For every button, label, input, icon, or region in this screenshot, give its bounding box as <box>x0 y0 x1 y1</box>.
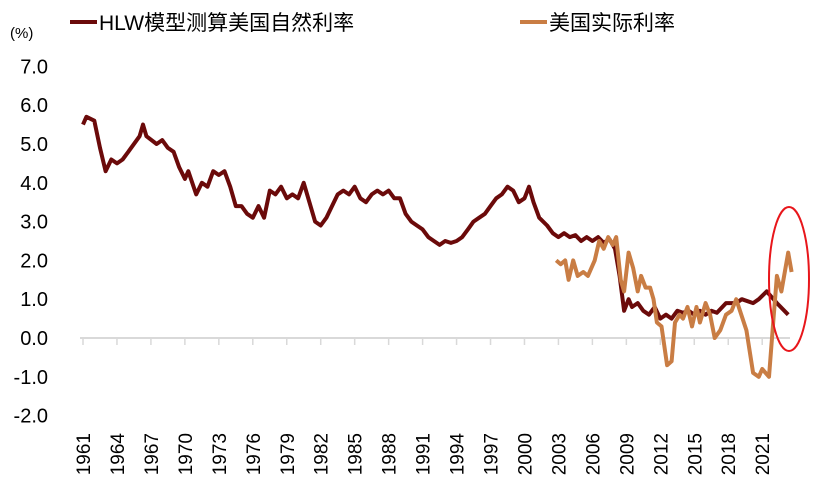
x-tick-label: 1964 <box>108 433 129 476</box>
y-tick-label: -2.0 <box>14 406 48 428</box>
x-tick-label: 1976 <box>244 433 265 475</box>
y-tick-label: -1.0 <box>14 367 48 389</box>
y-tick-label: 3.0 <box>20 212 48 234</box>
x-tick-label: 2012 <box>651 433 672 475</box>
x-tick-label: 2015 <box>685 433 706 475</box>
legend-label: HLW模型测算美国自然利率 <box>99 12 354 35</box>
y-tick-label: 5.0 <box>20 134 48 156</box>
y-tick-label: 0.0 <box>20 328 48 350</box>
legend-label: 美国实际利率 <box>549 12 675 35</box>
plot-area <box>81 114 794 379</box>
x-tick-label: 1967 <box>142 433 163 475</box>
y-tick-label: 7.0 <box>20 56 48 78</box>
legend: HLW模型测算美国自然利率 美国实际利率 <box>70 12 675 35</box>
x-tick-label: 1997 <box>482 433 503 475</box>
y-axis: 7.0 6.0 5.0 4.0 3.0 2.0 1.0 0.0 -1.0 -2.0 <box>14 56 48 427</box>
x-tick-label: 2006 <box>583 433 604 475</box>
x-tick-label: 2021 <box>753 433 774 475</box>
unit-label: (%) <box>10 25 33 42</box>
x-tick-label: 2009 <box>617 433 638 475</box>
x-tick-label: 2003 <box>549 433 570 475</box>
x-tick-label: 1973 <box>210 433 231 475</box>
series-line-1 <box>81 114 790 321</box>
x-tick-label: 1994 <box>448 433 469 476</box>
x-tick-label: 1979 <box>278 433 299 475</box>
y-tick-label: 6.0 <box>20 95 48 117</box>
x-tick-label: 1982 <box>312 433 333 475</box>
y-tick-label: 1.0 <box>20 289 48 311</box>
x-tick-label: 2018 <box>719 433 740 475</box>
x-tick-label: 2000 <box>515 433 536 475</box>
y-tick-label: 2.0 <box>20 250 48 272</box>
highlight-ellipse <box>768 206 810 352</box>
x-tick-label: 1970 <box>176 433 197 475</box>
x-tick-label: 1991 <box>414 433 435 475</box>
x-axis: 1961 1964 1967 1970 1973 1976 1979 1982 1985 1988… <box>74 337 790 476</box>
x-tick-label: 1985 <box>346 433 367 475</box>
x-tick-label: 1988 <box>380 433 401 475</box>
x-tick-label: 1961 <box>74 433 95 475</box>
y-tick-label: 4.0 <box>20 173 48 195</box>
series-line-2 <box>554 235 794 379</box>
